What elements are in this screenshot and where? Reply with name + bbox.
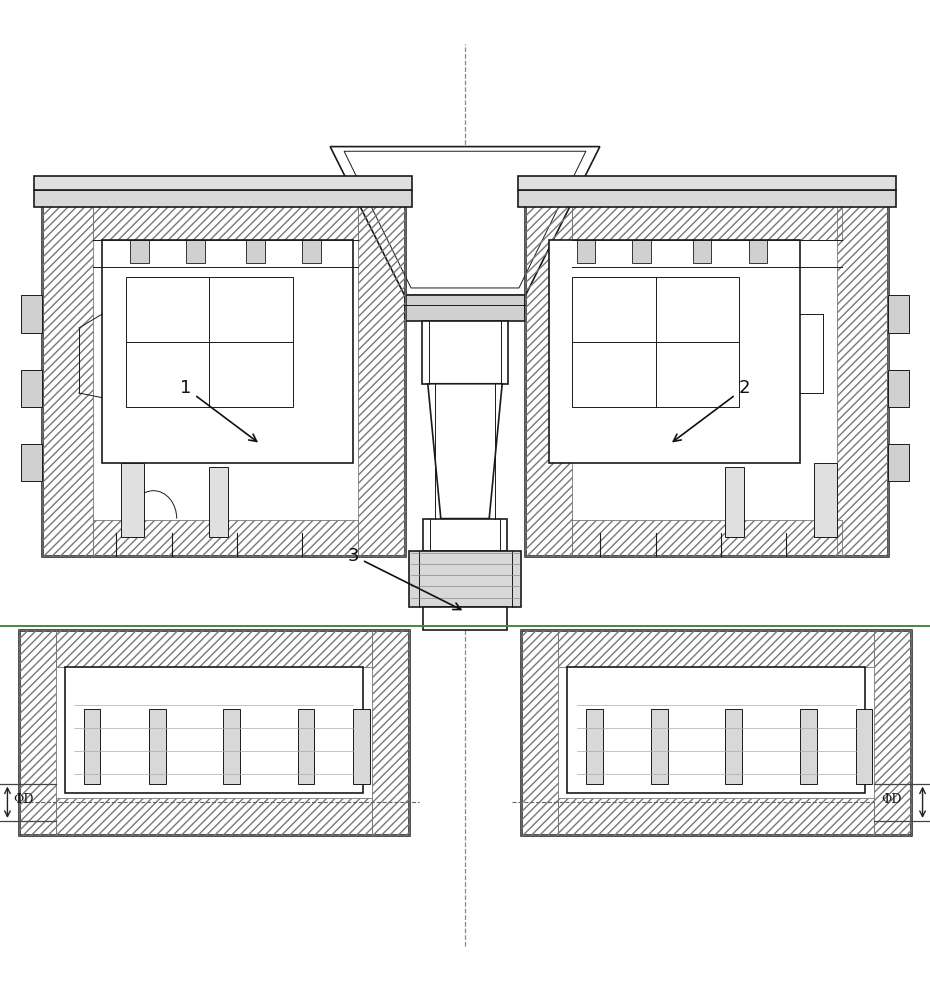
Bar <box>549 240 800 463</box>
Bar <box>888 444 909 481</box>
Bar <box>34 176 412 190</box>
Bar <box>298 709 314 784</box>
Bar <box>525 202 888 556</box>
Bar <box>34 190 412 207</box>
Bar <box>149 709 166 784</box>
Bar <box>856 709 872 784</box>
Bar <box>422 321 508 384</box>
Bar <box>632 240 651 263</box>
Bar <box>223 709 240 784</box>
Bar <box>409 551 521 607</box>
Bar <box>749 240 767 263</box>
Bar <box>521 630 911 835</box>
Bar <box>693 240 711 263</box>
Bar <box>246 240 265 263</box>
Bar <box>577 240 595 263</box>
Bar <box>405 295 525 321</box>
Bar <box>888 295 909 333</box>
Bar <box>130 240 149 263</box>
Bar <box>209 467 228 537</box>
Bar <box>888 370 909 407</box>
Bar <box>126 277 293 407</box>
Bar <box>518 190 896 207</box>
Bar <box>814 463 837 537</box>
Text: ΦD: ΦD <box>13 793 33 806</box>
Polygon shape <box>428 384 502 519</box>
Bar <box>21 295 42 333</box>
Bar <box>102 240 353 463</box>
Text: 3: 3 <box>348 547 461 610</box>
Bar <box>65 667 363 793</box>
Bar <box>586 709 603 784</box>
Bar <box>423 519 507 551</box>
Text: 1: 1 <box>180 379 257 441</box>
Bar <box>19 630 409 835</box>
Text: ΦD: ΦD <box>882 793 902 806</box>
Bar <box>725 467 744 537</box>
Bar <box>186 240 205 263</box>
Bar <box>423 607 507 630</box>
Bar <box>84 709 100 784</box>
Bar <box>21 444 42 481</box>
Bar <box>21 370 42 407</box>
Bar <box>572 277 739 407</box>
Polygon shape <box>330 147 600 295</box>
Bar <box>121 463 144 537</box>
Bar <box>518 176 896 190</box>
Bar <box>800 709 817 784</box>
Bar <box>651 709 668 784</box>
Bar <box>725 709 742 784</box>
Bar <box>353 709 370 784</box>
Bar <box>302 240 321 263</box>
Bar <box>567 667 865 793</box>
Text: 2: 2 <box>673 379 750 441</box>
Bar <box>42 202 405 556</box>
